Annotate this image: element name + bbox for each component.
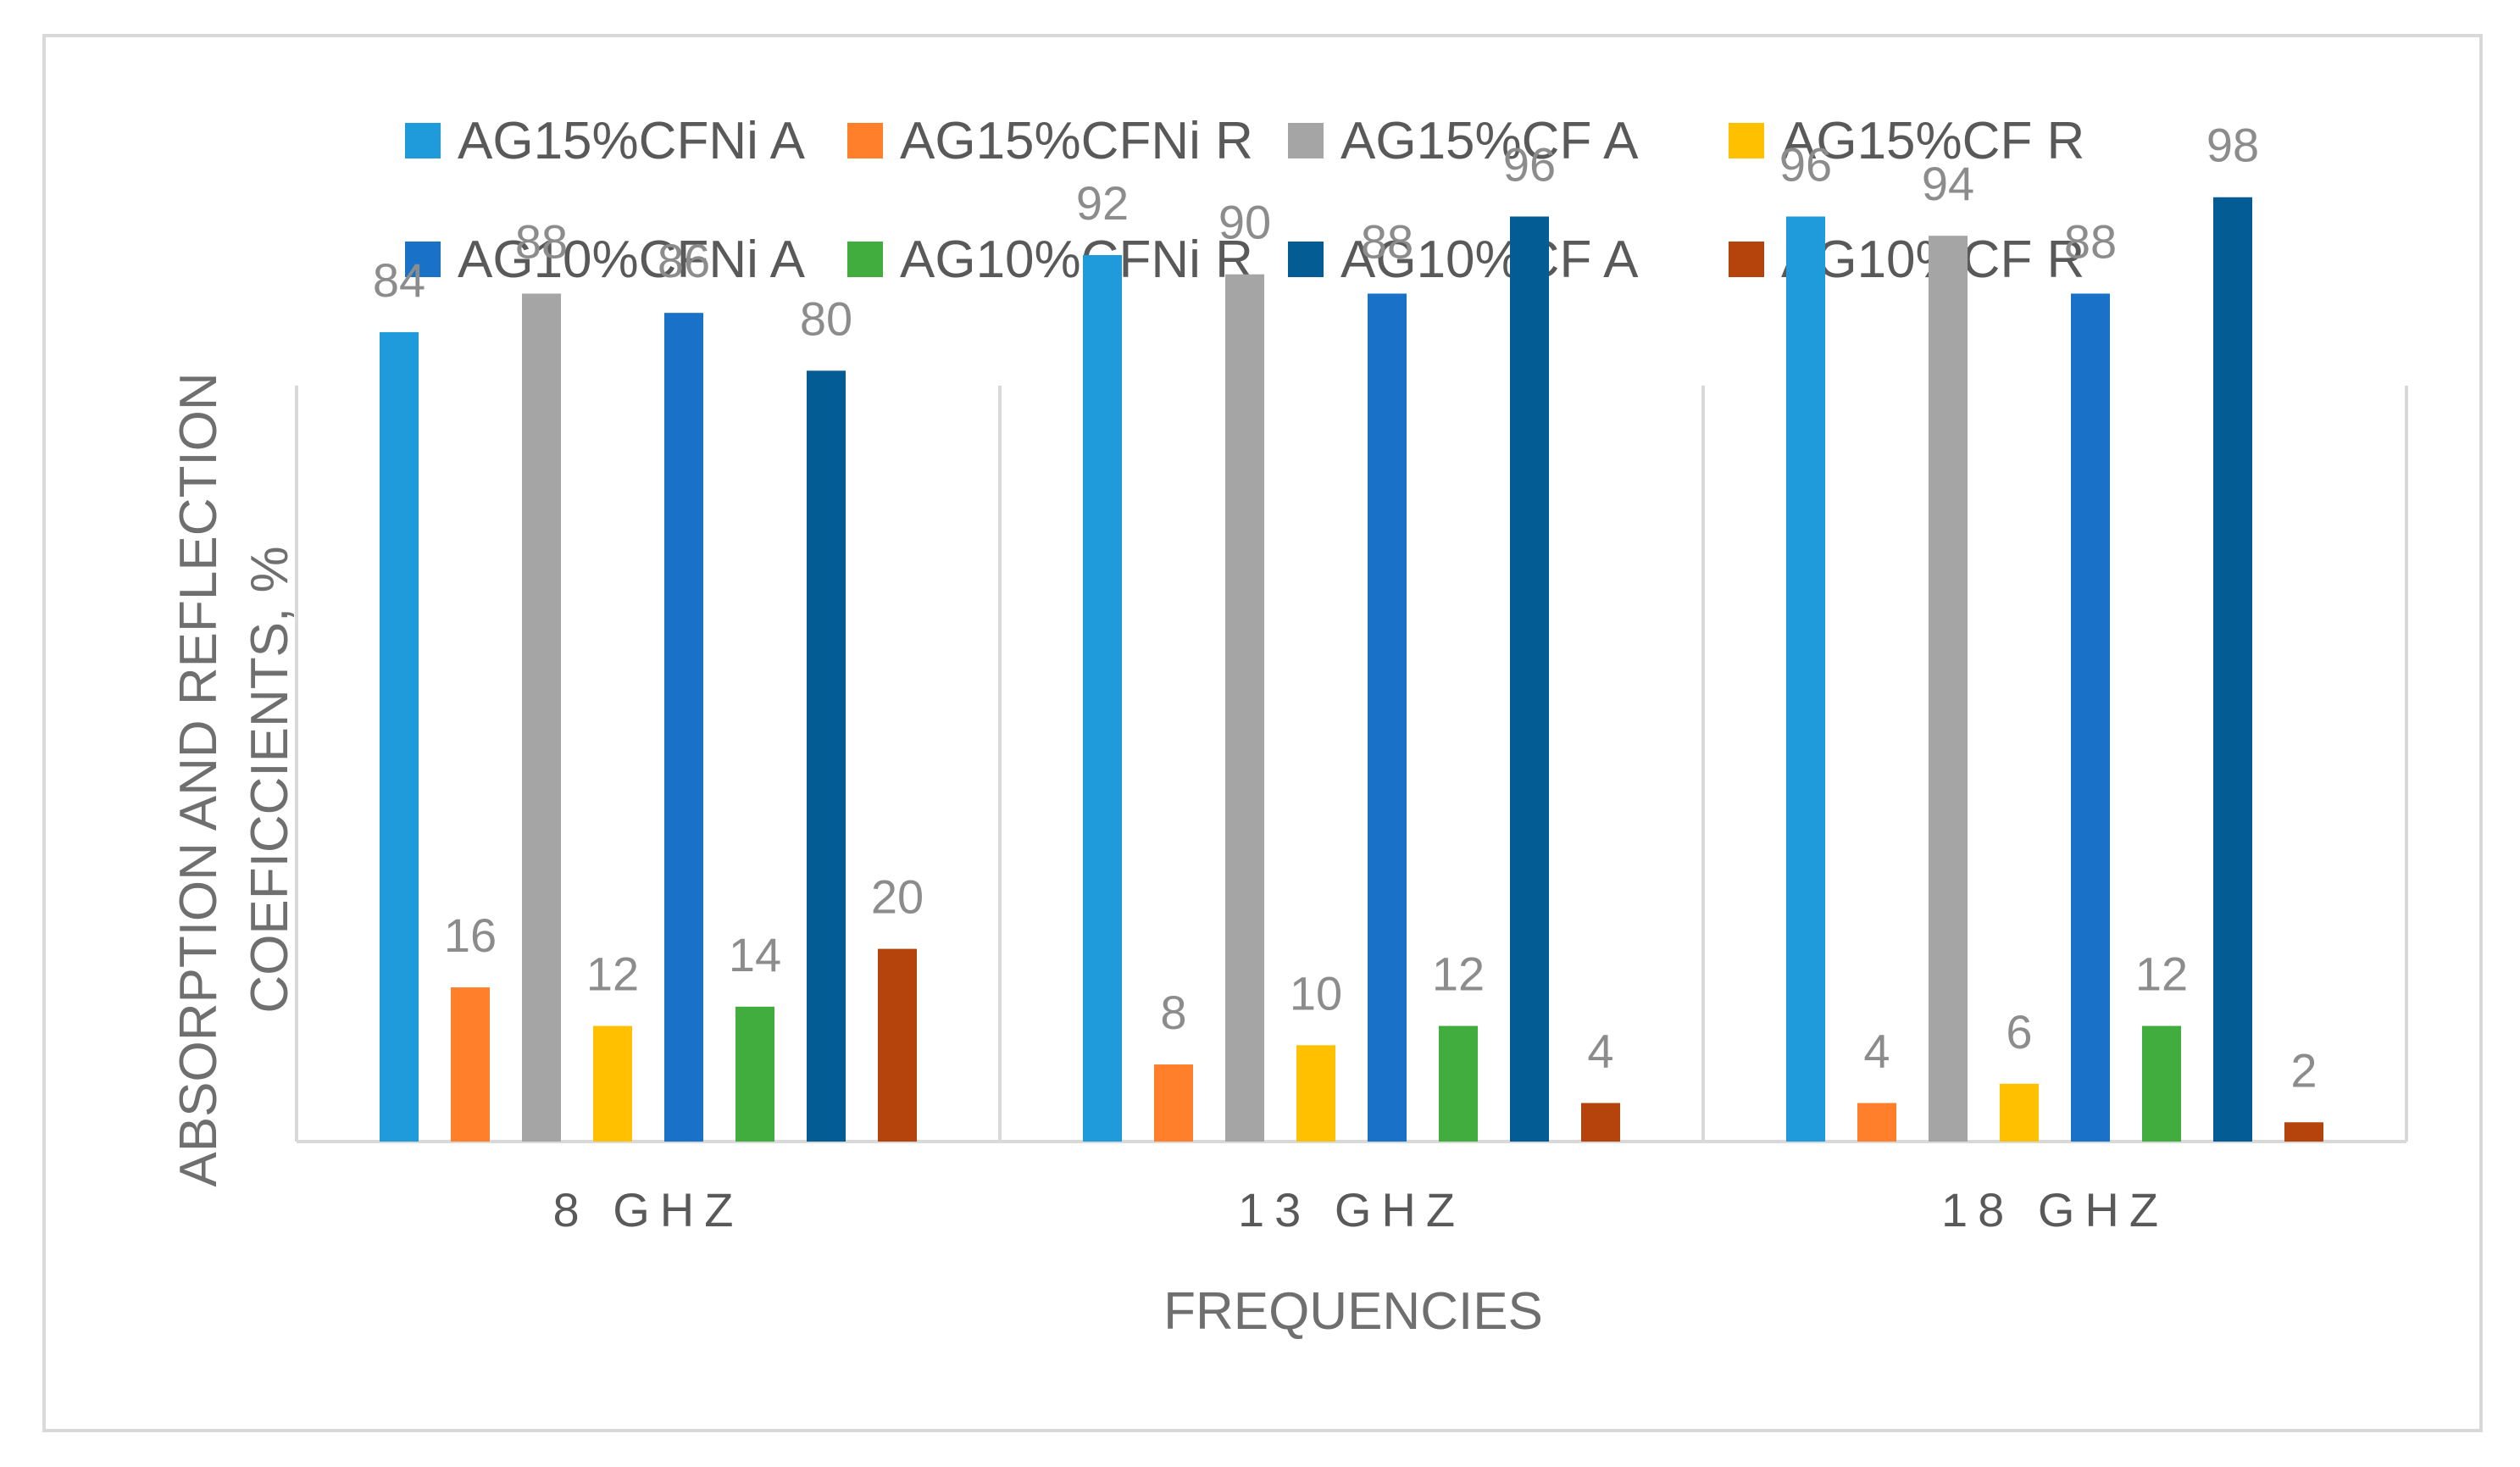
data-label: 6 <box>2006 1005 2032 1059</box>
data-label: 14 <box>729 928 781 981</box>
bar <box>380 331 419 1142</box>
data-label: 96 <box>1779 137 1832 191</box>
data-label: 4 <box>1863 1025 1890 1078</box>
category-label: 18 GHZ <box>1941 1183 2168 1236</box>
data-label: 20 <box>871 870 924 924</box>
bar <box>1439 1025 1478 1142</box>
legend-label: AG15%CFNi R <box>900 112 1253 170</box>
bar <box>1786 216 1825 1142</box>
bar <box>1510 216 1549 1142</box>
bar <box>878 948 917 1142</box>
legend-item: AG10%CF A <box>1288 231 1639 289</box>
bar <box>1225 274 1264 1142</box>
legend-item: AG15%CF A <box>1288 112 1639 170</box>
data-label: 86 <box>658 234 710 287</box>
bar <box>522 293 561 1142</box>
data-label: 8 <box>1160 986 1186 1039</box>
x-axis-title: FREQUENCIES <box>1163 1282 1543 1341</box>
legend-item: AG15%CFNi R <box>847 112 1253 170</box>
legend-label: AG10%CFNi R <box>900 231 1253 289</box>
legend-item: AG15%CF R <box>1729 112 2084 170</box>
data-label: 98 <box>2206 119 2259 172</box>
y-axis-title-line: COEFICCIENTS, % <box>241 546 299 1013</box>
data-label: 12 <box>2135 947 2188 1001</box>
data-label: 4 <box>1587 1025 1613 1078</box>
bar <box>1857 1103 1896 1142</box>
data-label: 92 <box>1076 176 1129 230</box>
legend-label: AG15%CF R <box>1781 112 2084 170</box>
bar <box>1083 254 1122 1142</box>
bar <box>664 313 703 1142</box>
data-label: 2 <box>2290 1043 2317 1097</box>
data-label: 88 <box>1361 214 1413 268</box>
legend-swatch <box>1288 242 1324 277</box>
legend-label: AG15%CFNi A <box>458 112 806 170</box>
category-label: 8 GHZ <box>553 1183 744 1236</box>
bar <box>1368 293 1407 1142</box>
category-axis: 8 GHZ 13 GHZ 18 GHZ <box>553 1183 2168 1236</box>
legend-item: AG10%CFNi R <box>847 231 1253 289</box>
data-label: 12 <box>586 947 639 1001</box>
data-label: 84 <box>373 253 425 307</box>
bar <box>451 987 490 1142</box>
bar <box>2000 1083 2039 1142</box>
legend-swatch <box>1729 123 1764 158</box>
bar <box>1154 1064 1193 1142</box>
bar <box>2284 1122 2323 1142</box>
data-label: 88 <box>2064 214 2117 268</box>
legend-swatch <box>1288 123 1324 158</box>
legend-item: AG15%CFNi A <box>405 112 806 170</box>
data-label: 94 <box>1922 157 1974 210</box>
legend-swatch <box>847 242 883 277</box>
bar <box>2213 197 2252 1142</box>
legend-item: AG10%CF R <box>1729 231 2084 289</box>
data-label: 90 <box>1218 196 1271 249</box>
data-label: 88 <box>515 214 568 268</box>
legend-label: AG10%CFNi A <box>458 231 806 289</box>
legend-swatch <box>405 123 441 158</box>
bar <box>1296 1045 1335 1142</box>
plot-area: 84 16 88 12 86 14 80 20 92 8 90 10 88 12 96 4 96 4 94 6 88 12… <box>295 119 2408 1143</box>
data-label: 12 <box>1432 947 1485 1001</box>
bar <box>2142 1025 2181 1142</box>
bar <box>593 1025 632 1142</box>
category-label: 13 GHZ <box>1238 1183 1465 1236</box>
bar <box>735 1006 774 1142</box>
y-axis-title-line: ABSORPTION AND REFLECTION <box>169 372 228 1186</box>
legend-label: AG15%CF A <box>1340 112 1639 170</box>
data-label: 10 <box>1290 966 1342 1020</box>
legend-label: AG10%CF A <box>1340 231 1639 289</box>
data-label: 80 <box>800 292 852 345</box>
bar <box>1929 236 1968 1142</box>
bar <box>2071 293 2110 1142</box>
data-label: 16 <box>444 909 497 962</box>
legend-swatch <box>1729 242 1764 277</box>
legend-item: AG10%CFNi A <box>405 231 806 289</box>
legend-swatch <box>847 123 883 158</box>
legend-swatch <box>405 242 441 277</box>
bar <box>1581 1103 1620 1142</box>
data-label: 96 <box>1503 137 1556 191</box>
y-axis-title: ABSORPTION AND REFLECTION COEFICCIENTS, % <box>169 372 299 1186</box>
bar <box>807 370 846 1142</box>
